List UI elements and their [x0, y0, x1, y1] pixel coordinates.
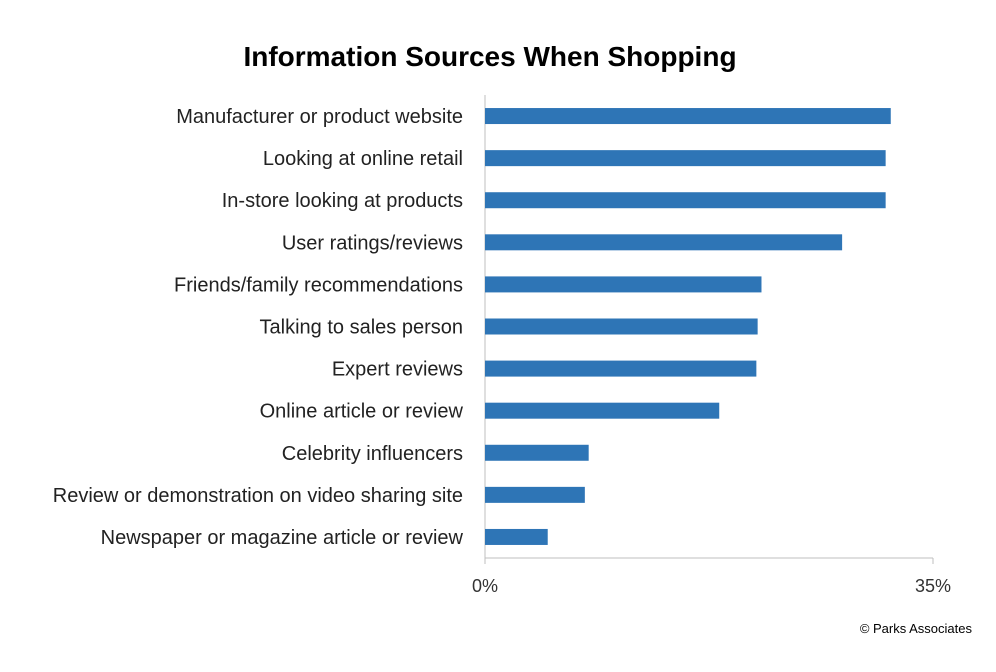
category-label: Expert reviews: [332, 359, 463, 381]
bars-group: [485, 108, 891, 545]
bar: [485, 444, 589, 461]
category-label: Manufacturer or product website: [176, 106, 463, 128]
x-tick-label: 0%: [472, 576, 498, 596]
category-label: Review or demonstration on video sharing…: [53, 485, 463, 507]
category-label: Online article or review: [260, 401, 464, 423]
x-ticks-group: 0% 35%: [472, 558, 951, 596]
bar: [485, 486, 585, 503]
category-label: Talking to sales person: [260, 317, 463, 339]
bar: [485, 234, 843, 251]
category-label: Friends/family recommendations: [174, 274, 463, 296]
x-tick-label: 35%: [915, 576, 951, 596]
bar: [485, 360, 757, 377]
category-label: Looking at online retail: [263, 148, 463, 170]
bar: [485, 528, 548, 545]
chart-title: Information Sources When Shopping: [243, 41, 736, 72]
bar: [485, 276, 762, 293]
category-label: User ratings/reviews: [282, 232, 463, 254]
bar: [485, 108, 891, 125]
category-label: Celebrity influencers: [282, 443, 463, 465]
bar: [485, 402, 720, 419]
bar: [485, 318, 758, 335]
category-labels-group: Manufacturer or product website Looking a…: [53, 106, 464, 549]
bar: [485, 150, 886, 167]
bar: [485, 192, 886, 209]
copyright-text: © Parks Associates: [860, 621, 973, 636]
category-label: Newspaper or magazine article or review: [101, 527, 464, 549]
category-label: In-store looking at products: [222, 190, 463, 212]
